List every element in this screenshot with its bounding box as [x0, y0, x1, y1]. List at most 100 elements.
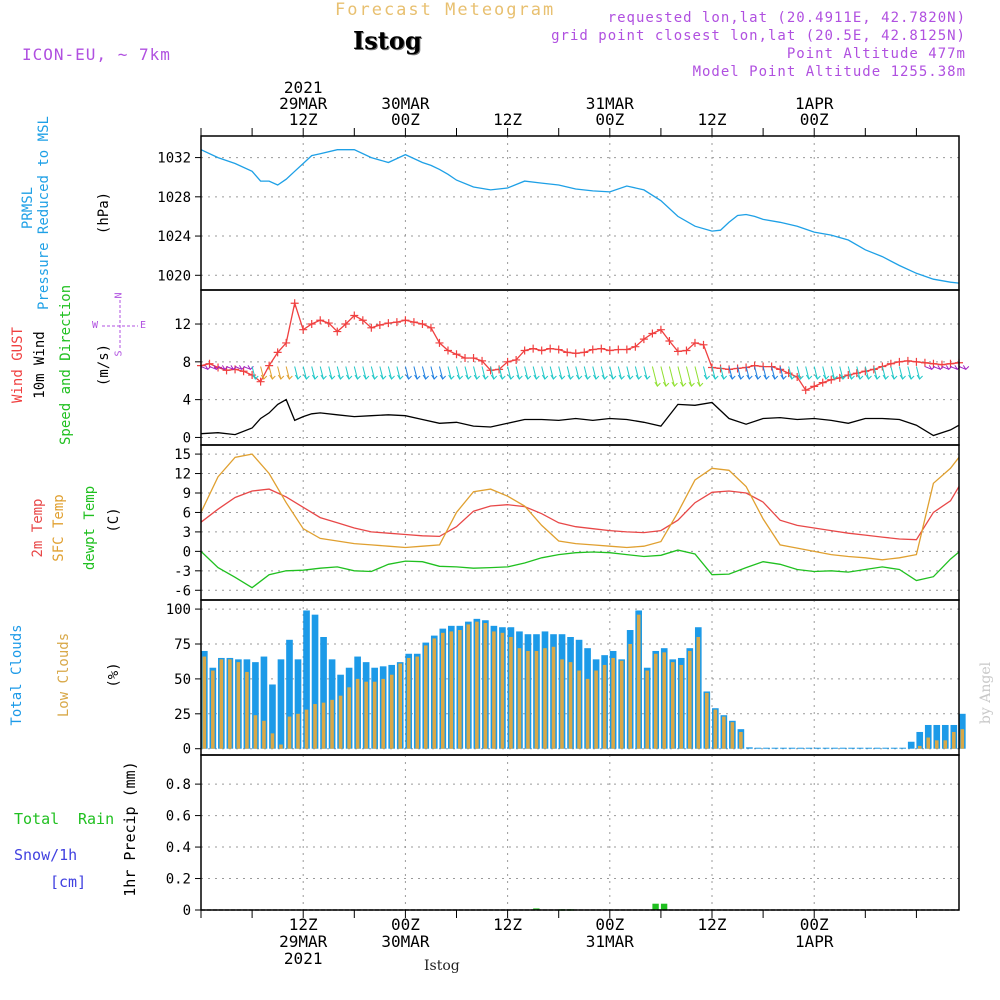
bottom-time-label: 12Z: [698, 915, 727, 934]
wind-direction-arrow: [549, 366, 554, 380]
wind-direction-arrow: [805, 366, 810, 380]
wind-direction-arrow: [447, 366, 452, 380]
wind-direction-arrow: [754, 366, 759, 380]
total-clouds-bar: [848, 747, 855, 749]
wind-arrowhead: [688, 381, 695, 387]
rain-bar: [533, 908, 540, 910]
wind-arrowhead: [593, 374, 600, 380]
series-2m-temp: [200, 486, 960, 541]
low-clouds-bar: [722, 716, 726, 749]
gust-marker: [563, 348, 572, 357]
y-tick-label: -6: [174, 583, 191, 599]
total-clouds-bar: [780, 747, 787, 749]
wind-arrowhead: [746, 374, 753, 380]
low-clouds-bar: [611, 657, 615, 749]
y-tick-label: 12: [174, 467, 191, 483]
wind-direction-arrow: [294, 366, 299, 380]
total-clouds-bar: [839, 747, 847, 749]
series-prmsl: [200, 149, 960, 284]
wind-arrowhead: [780, 374, 787, 380]
snow-unit: [cm]: [50, 873, 87, 891]
top-time-label: 1APR: [795, 94, 834, 113]
low-clouds-bar: [619, 660, 624, 749]
wind-direction-arrow: [566, 366, 571, 380]
panel-frame: [200, 754, 960, 911]
gust-marker: [375, 320, 384, 329]
gust-marker: [426, 323, 435, 332]
low-clouds-bar: [279, 744, 283, 749]
total-clouds-bar: [754, 747, 762, 749]
wind-direction-arrow: [328, 366, 333, 380]
y-tick-label: 6: [183, 505, 191, 521]
bottom-time-label: 1APR: [795, 932, 834, 951]
wind-arrowhead: [720, 374, 728, 380]
wind-arrowhead: [405, 374, 412, 380]
wind-direction-arrow: [703, 366, 708, 380]
gust-marker: [367, 323, 376, 332]
top-time-label: 31MAR: [586, 94, 635, 113]
bottom-time-label: 12Z: [289, 915, 318, 934]
bottom-time-label: 30MAR: [381, 932, 430, 951]
low-clouds-bar: [449, 631, 454, 749]
wind-arrowhead: [465, 374, 472, 380]
low-clouds-bar: [245, 671, 249, 749]
gust-marker: [588, 345, 597, 354]
rain-bar: [660, 903, 668, 910]
wind-direction-arrow: [362, 366, 367, 380]
total-clouds-bar: [907, 741, 915, 749]
low-clouds-bar: [262, 720, 266, 749]
low-clouds-bar: [517, 648, 522, 749]
wind-arrowhead: [448, 374, 455, 380]
gust-marker: [529, 344, 538, 353]
low-clouds-bar: [653, 653, 658, 749]
wind-arrowhead: [891, 374, 898, 380]
bottom-time-label: 12Z: [493, 915, 522, 934]
grid-point-location: grid point closest lon,lat (20.5E, 42.81…: [551, 28, 966, 44]
gust-marker: [546, 344, 555, 353]
wind-arrowhead: [857, 374, 864, 380]
low-clouds-bar: [943, 740, 948, 749]
wind-direction-arrow: [532, 366, 537, 380]
wind-direction-arrow: [737, 366, 742, 380]
low-clouds-bar: [926, 737, 931, 749]
low-clouds-bar: [364, 681, 368, 749]
chart-subtitle: Forecast Meteogram: [335, 0, 556, 20]
wind-direction-arrow: [421, 366, 427, 380]
y-tick-label: 0.2: [166, 872, 191, 888]
wind-arrowhead: [937, 365, 944, 371]
low-clouds-bar: [500, 632, 505, 749]
wind-arrowhead: [439, 374, 447, 380]
gust-marker: [784, 369, 793, 378]
wind-arrowhead: [320, 374, 327, 380]
model-label: ICON-EU, ~ 7km: [22, 45, 171, 64]
gust-marker: [350, 311, 359, 320]
wind-direction-arrow: [490, 366, 495, 380]
low-clouds-bar: [670, 662, 675, 749]
gust-marker: [256, 377, 265, 386]
gust-marker: [827, 375, 836, 384]
gust-marker: [469, 354, 478, 363]
gust-marker: [818, 378, 827, 387]
wind-arrowhead: [380, 374, 387, 380]
gust-marker: [537, 346, 546, 355]
low-clouds-bar: [228, 659, 232, 749]
gust-marker: [912, 357, 921, 366]
wind-direction-arrow: [822, 366, 827, 380]
wind-arrowhead: [840, 374, 847, 380]
wind-arrowhead: [644, 374, 651, 380]
total-clouds-bar: [788, 747, 796, 749]
compass-rose: N S W E: [88, 290, 150, 362]
gust-marker: [299, 325, 308, 334]
wind-arrowhead: [635, 374, 642, 380]
wind-panel: 0 4 8 12: [174, 289, 970, 446]
gust-marker: [392, 318, 401, 327]
gust-marker: [443, 346, 452, 355]
gust-marker: [341, 320, 350, 329]
low-clouds-bar: [458, 630, 462, 749]
total-clouds-bar: [797, 747, 804, 749]
wind-arrowhead: [945, 365, 953, 371]
wind-direction-arrow: [609, 366, 614, 380]
wind-arrowhead: [550, 374, 557, 380]
low-clouds-bar: [253, 715, 258, 749]
low-clouds-bar: [917, 745, 922, 749]
